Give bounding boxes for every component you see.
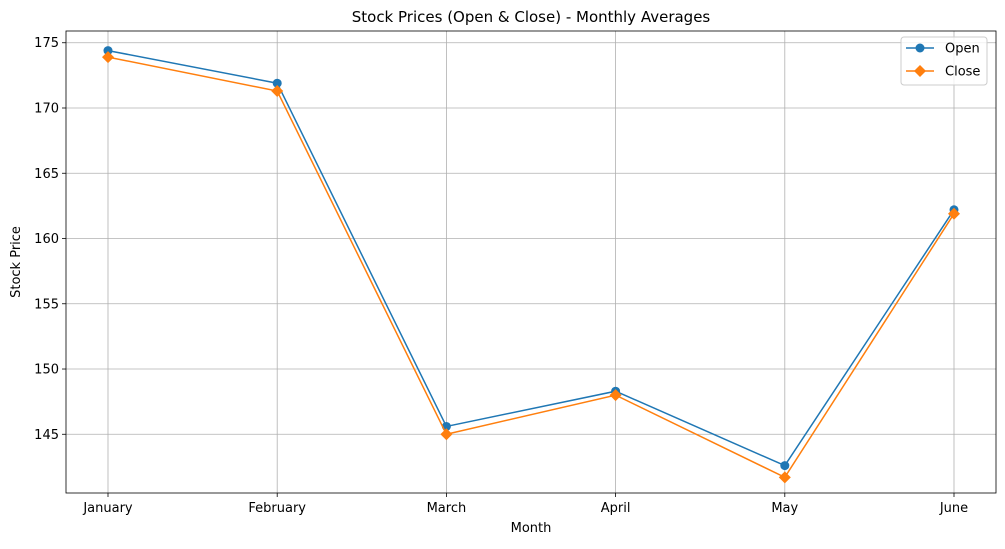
- x-tick-label: April: [601, 501, 631, 516]
- legend-marker-close: [914, 65, 926, 77]
- y-tick-label: 170: [34, 102, 59, 117]
- data-point-open: [103, 46, 113, 56]
- data-point-close: [778, 471, 791, 484]
- series-layer: [102, 46, 960, 484]
- y-tick-label: 175: [34, 36, 59, 51]
- grid-layer: [66, 31, 996, 493]
- y-tick-label: 165: [34, 167, 59, 182]
- x-tick-label: January: [82, 501, 133, 516]
- y-tick-label: 155: [34, 297, 59, 312]
- plot-frame: [65, 30, 997, 494]
- data-point-close: [102, 51, 114, 64]
- y-tick-label: 150: [34, 363, 59, 378]
- legend-label-open: Open: [945, 42, 980, 57]
- data-point-open: [780, 461, 790, 471]
- legend-marker-open: [915, 43, 925, 53]
- series-line-close: [107, 56, 955, 479]
- data-point-close: [271, 85, 284, 98]
- x-tick-label: February: [248, 501, 306, 516]
- data-point-close: [948, 207, 960, 220]
- y-tick-label: 145: [34, 428, 59, 443]
- x-tick-label: June: [939, 501, 968, 516]
- data-point-open: [272, 78, 282, 88]
- x-axis-label: Month: [511, 521, 552, 536]
- x-tick-label: March: [427, 501, 467, 516]
- data-point-close: [609, 389, 622, 402]
- x-tick-label: May: [771, 501, 798, 516]
- tick-layer: January February March April May June 145 150 15…: [34, 36, 968, 516]
- series-line-open: [107, 49, 955, 467]
- y-tick-label: 160: [34, 232, 59, 247]
- data-point-close: [440, 428, 453, 441]
- chart-title: Stock Prices (Open & Close) - Monthly Av…: [352, 8, 711, 26]
- y-axis-label: Stock Price: [9, 226, 24, 298]
- legend-label-close: Close: [945, 65, 980, 80]
- legend: Open Close: [900, 36, 988, 86]
